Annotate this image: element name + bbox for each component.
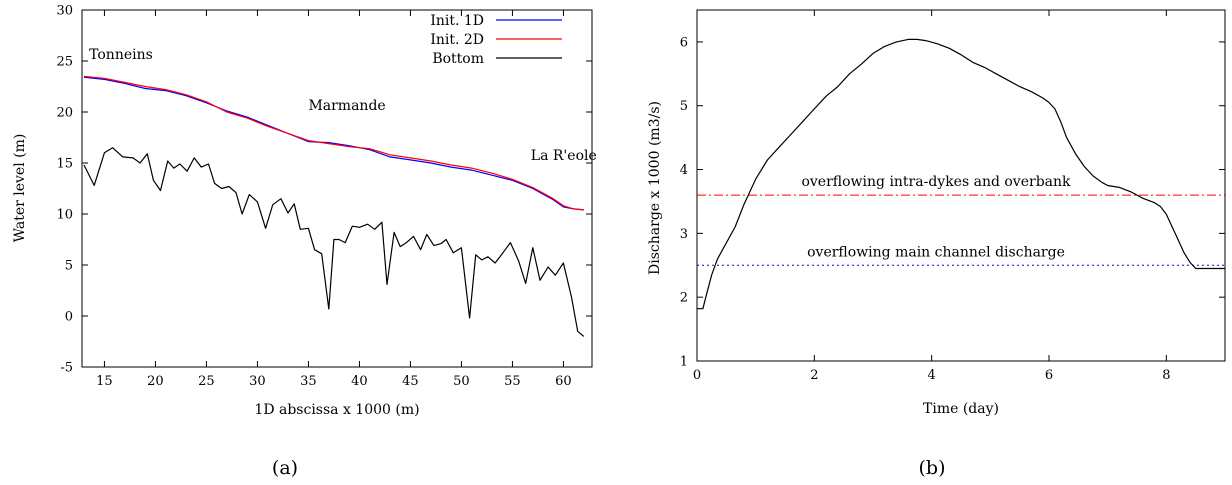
- panel-a: 15 20 25 30 35 40 45 50 55 60 -5 0 5 10 15 20 25 30 Init.…: [12, 4, 597, 480]
- panel-b-xtick-label: 6: [1045, 368, 1053, 383]
- legend-label: Init. 1D: [430, 13, 484, 29]
- panel-b-xtick-label: 0: [693, 368, 701, 383]
- panel-a-xtick-label: 35: [300, 374, 317, 389]
- panel-b-xtick-label: 2: [810, 368, 818, 383]
- panel-b-xtick-label: 8: [1162, 368, 1170, 383]
- panel-a-ytick-label: 20: [56, 106, 73, 121]
- place-annotation: Marmande: [308, 98, 385, 114]
- panel-a-xtick-label: 60: [555, 374, 572, 389]
- panel-b-ylabel: Discharge x 1000 (m3/s): [647, 101, 663, 275]
- panel-a-xtick-label: 15: [96, 374, 113, 389]
- panel-a-series-init-1d: [83, 76, 584, 211]
- panel-a-frame: [81, 9, 593, 368]
- panel-a-ytick-label: -5: [60, 361, 73, 376]
- panel-a-xlabel: 1D abscissa x 1000 (m): [254, 402, 419, 418]
- panel-a-xtick-label: 50: [453, 374, 470, 389]
- reference-line-label: overflowing main channel discharge: [807, 244, 1065, 260]
- panel-a-xtick-label: 25: [198, 374, 215, 389]
- panel-b-ytick-label: 5: [680, 99, 688, 114]
- panel-a-xtick-label: 20: [147, 374, 164, 389]
- panel-b-ytick-label: 2: [680, 291, 688, 306]
- panel-b-ytick-label: 1: [680, 355, 688, 370]
- panel-a-ytick-label: 10: [56, 208, 73, 223]
- legend-label: Bottom: [432, 51, 484, 67]
- panel-b-xtick-label: 4: [928, 368, 936, 383]
- panel-a-ytick-label: 30: [56, 4, 73, 19]
- panel-a-xtick-label: 55: [504, 374, 521, 389]
- panel-a-caption: (a): [272, 457, 298, 479]
- panel-b-series-discharge: [697, 38, 1225, 310]
- panel-b-ytick-label: 4: [680, 163, 688, 178]
- panel-a-xtick-label: 45: [402, 374, 419, 389]
- panel-a-series-bottom: [83, 147, 585, 337]
- panel-a-xtick-label: 30: [249, 374, 266, 389]
- panel-b-ytick-label: 3: [680, 227, 688, 242]
- panel-a-ytick-label: 25: [56, 55, 73, 70]
- panel-b-xlabel: Time (day): [923, 401, 999, 417]
- place-annotation: La R'eole: [531, 148, 597, 164]
- panel-a-series-init-2d: [83, 75, 584, 211]
- place-annotation: Tonneins: [89, 47, 153, 63]
- panel-a-ylabel: Water level (m): [12, 134, 28, 243]
- panel-b-ytick-label: 6: [680, 35, 688, 50]
- panel-b-caption: (b): [919, 457, 946, 479]
- panel-a-ytick-label: 5: [65, 259, 73, 274]
- panel-a-ytick-label: 0: [65, 310, 73, 325]
- panel-a-xtick-label: 40: [351, 374, 368, 389]
- legend-label: Init. 2D: [430, 32, 484, 48]
- panel-b-frame: [696, 9, 1226, 362]
- reference-line-label: overflowing intra-dykes and overbank: [801, 174, 1071, 190]
- panel-a-legend: Init. 1D Init. 2D Bottom: [430, 13, 562, 67]
- panel-b: 0 2 4 6 8 1 2 3 4 5 6 overflowing intra-dykes and …: [647, 9, 1226, 479]
- panel-a-ytick-label: 15: [56, 157, 73, 172]
